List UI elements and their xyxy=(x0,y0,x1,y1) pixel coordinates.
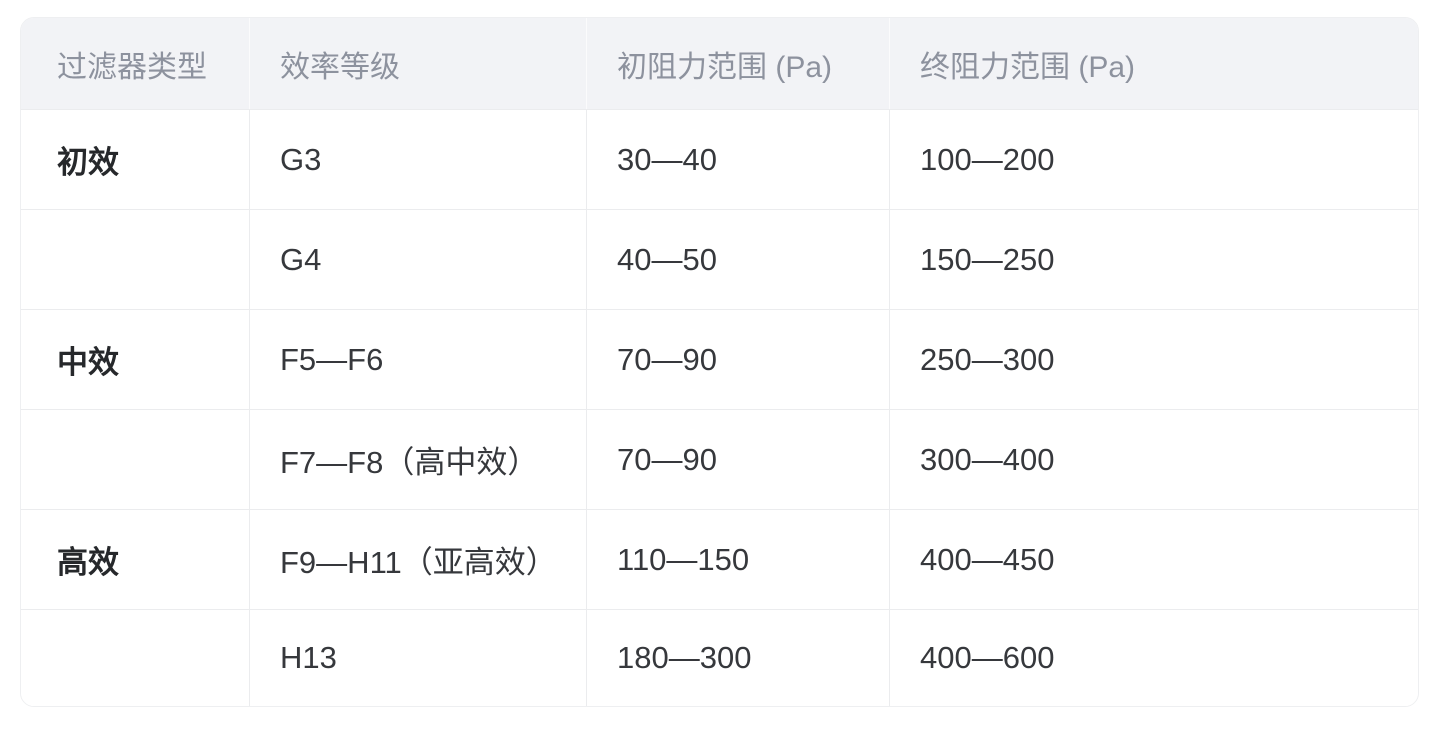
cell-filter-type xyxy=(21,609,250,706)
cell-efficiency-grade: H13 xyxy=(250,609,587,706)
cell-final-resistance: 250—300 xyxy=(890,309,1418,409)
column-header-efficiency-grade: 效率等级 xyxy=(250,18,587,109)
cell-initial-resistance: 110—150 xyxy=(587,509,890,609)
column-header-final-resistance: 终阻力范围 (Pa) xyxy=(890,18,1418,109)
cell-efficiency-grade: F5—F6 xyxy=(250,309,587,409)
column-header-filter-type: 过滤器类型 xyxy=(21,18,250,109)
table-row: F7—F8（高中效） 70—90 300—400 xyxy=(21,409,1418,509)
cell-filter-type: 中效 xyxy=(21,309,250,409)
table-row: 初效 G3 30—40 100—200 xyxy=(21,109,1418,209)
header-row: 过滤器类型 效率等级 初阻力范围 (Pa) 终阻力范围 (Pa) xyxy=(21,18,1418,109)
cell-initial-resistance: 40—50 xyxy=(587,209,890,309)
filter-resistance-table: 过滤器类型 效率等级 初阻力范围 (Pa) 终阻力范围 (Pa) 初效 G3 3… xyxy=(21,18,1418,706)
table-row: G4 40—50 150—250 xyxy=(21,209,1418,309)
cell-initial-resistance: 30—40 xyxy=(587,109,890,209)
cell-final-resistance: 100—200 xyxy=(890,109,1418,209)
cell-initial-resistance: 180—300 xyxy=(587,609,890,706)
table-row: H13 180—300 400—600 xyxy=(21,609,1418,706)
cell-final-resistance: 150—250 xyxy=(890,209,1418,309)
filter-resistance-table-container: 过滤器类型 效率等级 初阻力范围 (Pa) 终阻力范围 (Pa) 初效 G3 3… xyxy=(20,17,1419,707)
cell-final-resistance: 400—450 xyxy=(890,509,1418,609)
cell-final-resistance: 300—400 xyxy=(890,409,1418,509)
table-row: 高效 F9—H11（亚高效） 110—150 400—450 xyxy=(21,509,1418,609)
cell-efficiency-grade: F7—F8（高中效） xyxy=(250,409,587,509)
cell-filter-type: 初效 xyxy=(21,109,250,209)
cell-efficiency-grade: F9—H11（亚高效） xyxy=(250,509,587,609)
cell-filter-type: 高效 xyxy=(21,509,250,609)
cell-filter-type xyxy=(21,209,250,309)
table-row: 中效 F5—F6 70—90 250—300 xyxy=(21,309,1418,409)
cell-efficiency-grade: G3 xyxy=(250,109,587,209)
cell-final-resistance: 400—600 xyxy=(890,609,1418,706)
cell-initial-resistance: 70—90 xyxy=(587,409,890,509)
column-header-initial-resistance: 初阻力范围 (Pa) xyxy=(587,18,890,109)
cell-initial-resistance: 70—90 xyxy=(587,309,890,409)
table-header: 过滤器类型 效率等级 初阻力范围 (Pa) 终阻力范围 (Pa) xyxy=(21,18,1418,109)
cell-filter-type xyxy=(21,409,250,509)
table-body: 初效 G3 30—40 100—200 G4 40—50 150—250 中效 … xyxy=(21,109,1418,706)
cell-efficiency-grade: G4 xyxy=(250,209,587,309)
